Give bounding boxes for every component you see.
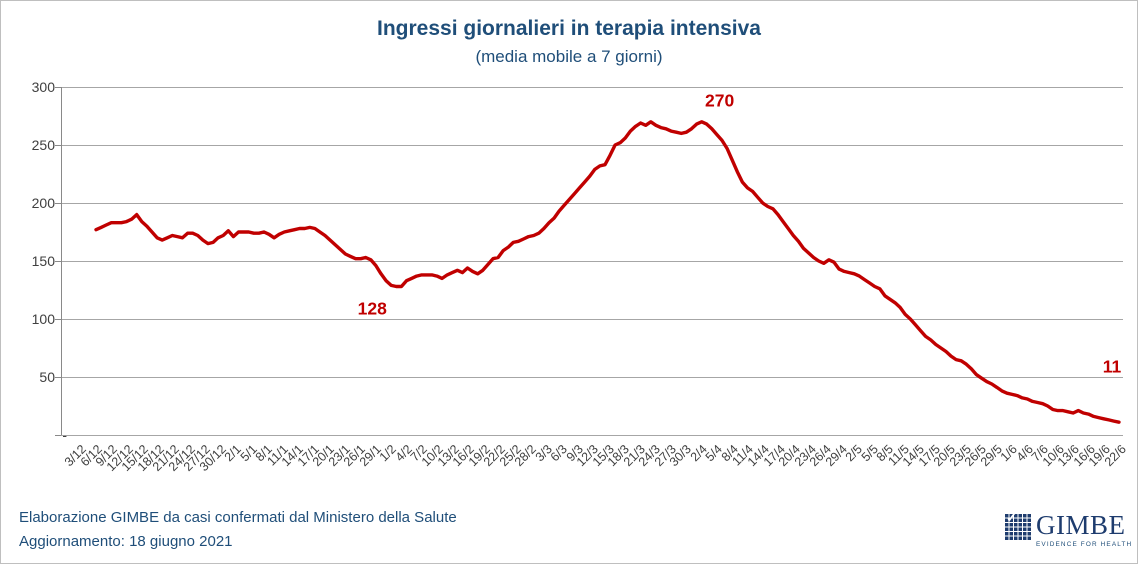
chart-subtitle: (media mobile a 7 giorni) (475, 47, 663, 66)
data-point-annotation: 270 (705, 90, 735, 111)
y-axis-tick-label: 250 (31, 137, 55, 153)
data-point-annotation: 11 (1102, 356, 1122, 377)
y-axis-tick-label: 150 (31, 253, 55, 269)
y-axis-tick-label: 300 (31, 79, 55, 95)
y-gridline (61, 261, 1123, 262)
gimbe-logo: ✓ GIMBE EVIDENCE FOR HEALTH (1005, 510, 1131, 555)
y-axis-tick (55, 145, 61, 146)
y-axis-tick (55, 319, 61, 320)
y-axis-tick-label: 100 (31, 311, 55, 327)
y-axis-tick (55, 203, 61, 204)
chart-title: Ingressi giornalieri in terapia intensiv… (377, 17, 761, 40)
y-axis-line (61, 87, 62, 435)
trend-line (94, 120, 1121, 424)
data-point-annotation: 128 (357, 298, 387, 319)
y-axis-tick (55, 377, 61, 378)
y-gridline (61, 435, 1123, 436)
checkmark-icon: ✓ (1006, 510, 1017, 525)
gimbe-logo-grid-icon: ✓ (1005, 510, 1032, 540)
y-gridline (61, 145, 1123, 146)
y-axis-tick (55, 261, 61, 262)
footer-source-text: Elaborazione GIMBE da casi confermati da… (19, 509, 457, 526)
y-gridline (61, 319, 1123, 320)
y-axis-tick-label: - (62, 427, 67, 443)
y-axis-tick (55, 435, 61, 436)
y-gridline (61, 87, 1123, 88)
y-axis-tick-label: 50 (39, 369, 55, 385)
y-axis-tick (55, 87, 61, 88)
footer-update-text: Aggiornamento: 18 giugno 2021 (19, 533, 233, 550)
gimbe-logo-wordmark: GIMBE (1036, 510, 1126, 540)
y-axis-tick-label: 200 (31, 195, 55, 211)
gimbe-logo-tagline: EVIDENCE FOR HEALTH (1036, 541, 1133, 548)
y-gridline (61, 377, 1123, 378)
y-gridline (61, 203, 1123, 204)
